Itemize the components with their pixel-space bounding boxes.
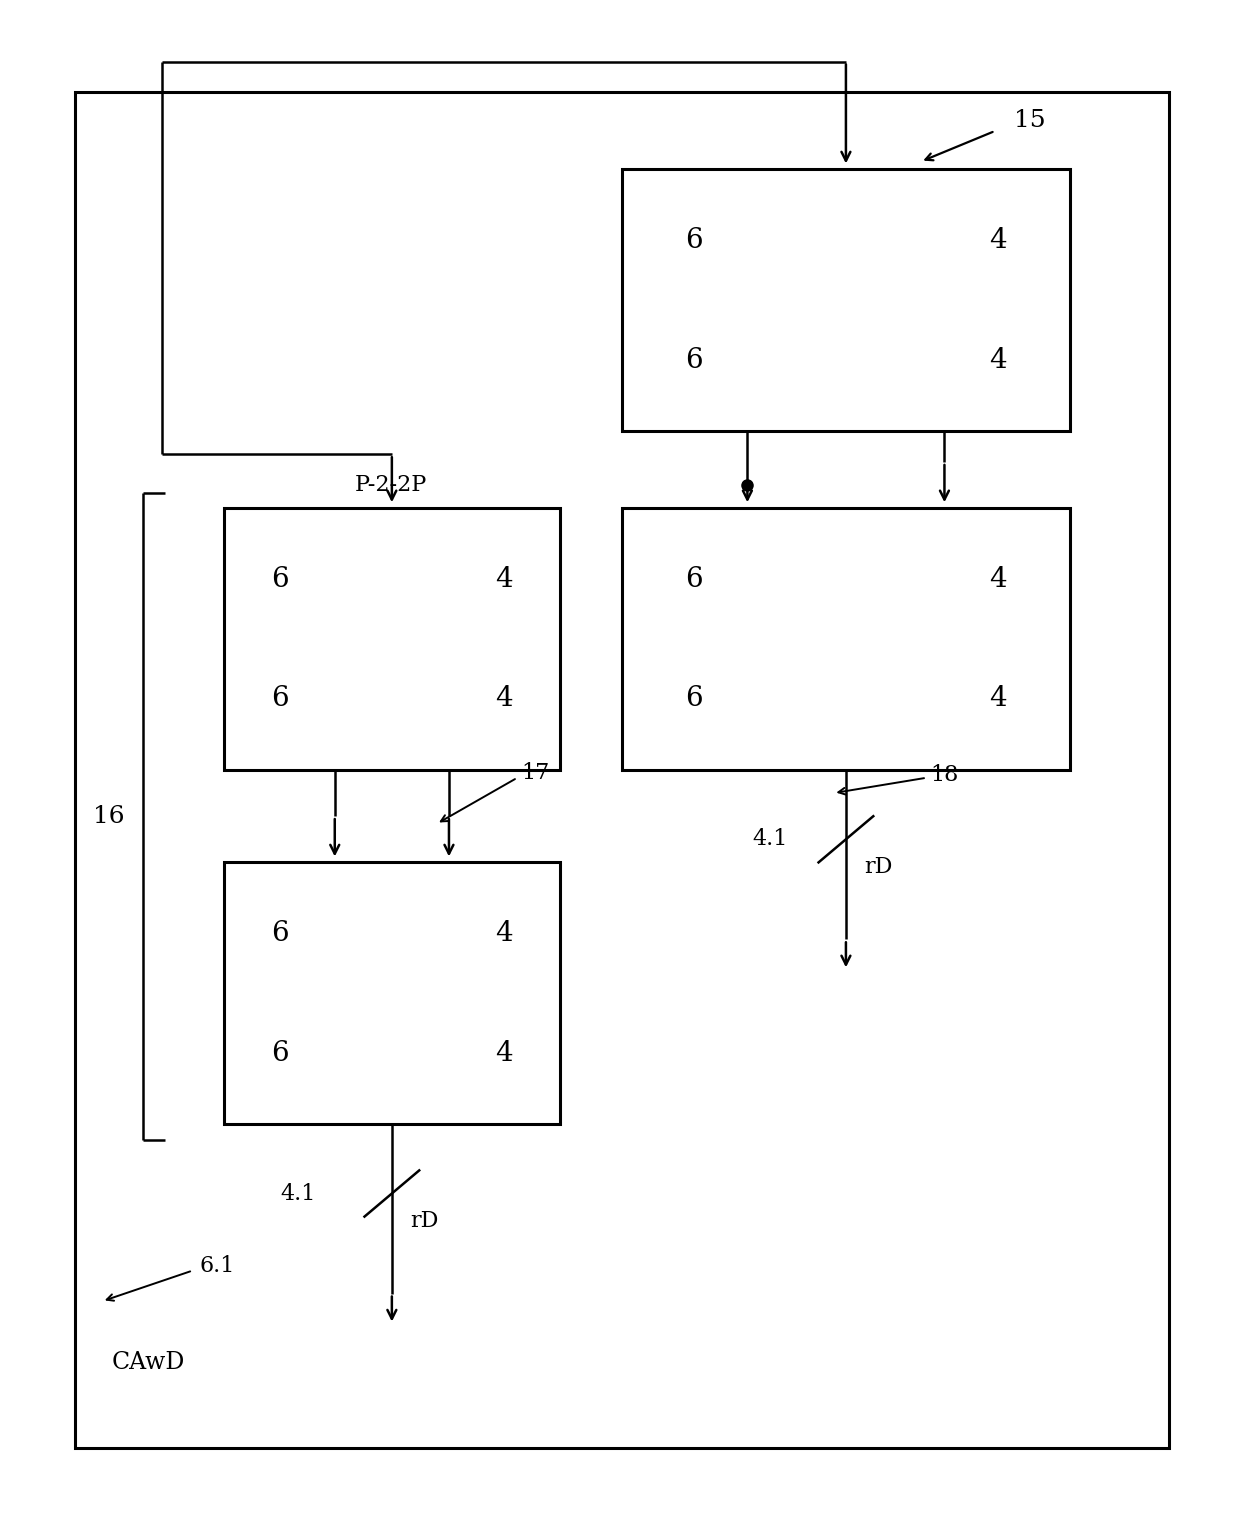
- Text: rD: rD: [411, 1210, 439, 1232]
- Text: 4: 4: [495, 1040, 513, 1067]
- Text: 4: 4: [989, 685, 1008, 713]
- Text: 4: 4: [989, 226, 1008, 254]
- Text: 6.1: 6.1: [199, 1255, 234, 1277]
- Bar: [224, 508, 560, 770]
- Text: rD: rD: [865, 856, 893, 878]
- Text: CAwD: CAwD: [112, 1352, 185, 1374]
- Text: 6: 6: [271, 919, 289, 947]
- Text: 17: 17: [521, 762, 550, 784]
- Text: 4: 4: [495, 565, 513, 593]
- Text: 6: 6: [271, 1040, 289, 1067]
- Text: 4.1: 4.1: [753, 829, 787, 850]
- Text: 15: 15: [1014, 109, 1045, 131]
- Text: 4: 4: [989, 346, 1008, 374]
- Text: 6: 6: [684, 346, 703, 374]
- Text: 4: 4: [989, 565, 1008, 593]
- Text: 6: 6: [684, 226, 703, 254]
- Text: 16: 16: [93, 805, 124, 827]
- Text: P-2-2P: P-2-2P: [355, 474, 427, 496]
- Bar: [622, 508, 1070, 770]
- Bar: [75, 92, 1169, 1448]
- Text: 4: 4: [495, 685, 513, 713]
- Text: 6: 6: [271, 685, 289, 713]
- Text: 4: 4: [495, 919, 513, 947]
- Text: 6: 6: [271, 565, 289, 593]
- Text: 4.1: 4.1: [280, 1183, 315, 1204]
- Bar: [224, 862, 560, 1124]
- Text: 6: 6: [684, 565, 703, 593]
- Bar: [622, 169, 1070, 431]
- Text: 6: 6: [684, 685, 703, 713]
- Text: 18: 18: [931, 764, 959, 785]
